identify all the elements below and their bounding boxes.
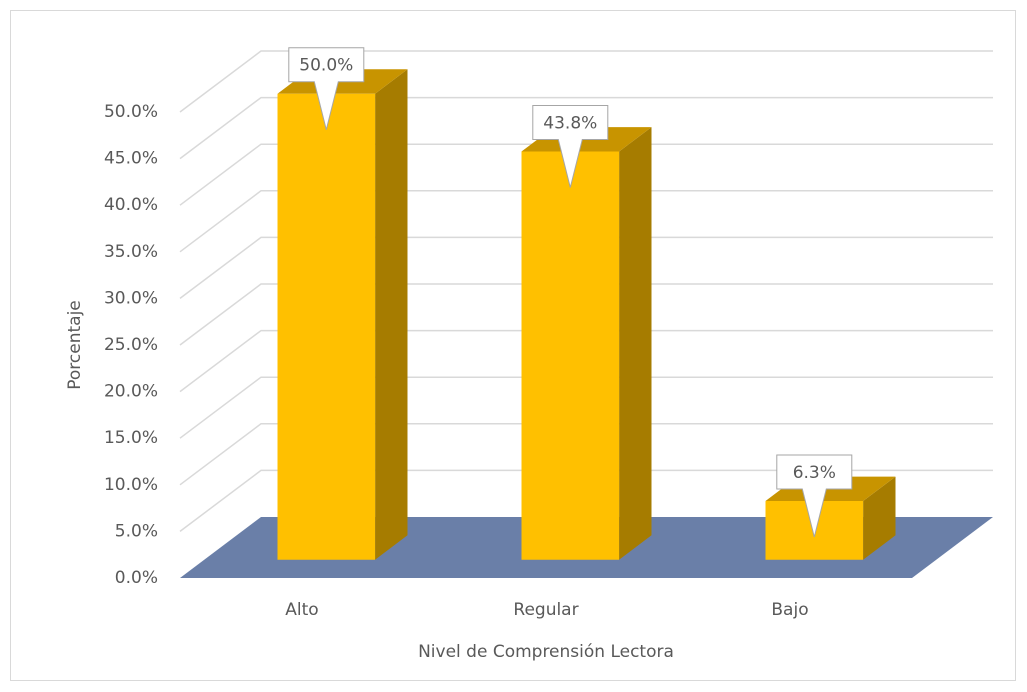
y-tick-label: 30.0%	[104, 288, 158, 308]
bar-front	[521, 151, 620, 560]
x-axis-title: Nivel de Comprensión Lectora	[418, 642, 674, 662]
grid-line	[179, 469, 993, 532]
y-tick-label: 5.0%	[115, 521, 158, 541]
bar-side	[619, 127, 652, 560]
chart-border	[10, 10, 1016, 681]
data-label-callout	[776, 454, 853, 538]
x-tick-label: Alto	[285, 600, 318, 620]
bar-front	[277, 93, 376, 560]
x-tick-label: Regular	[513, 600, 578, 620]
grid-line	[179, 236, 993, 299]
bar-side	[863, 476, 896, 560]
bar	[277, 69, 408, 560]
y-tick-label: 10.0%	[104, 475, 158, 495]
grid-line	[179, 50, 993, 113]
bar-side	[375, 69, 408, 560]
x-tick-label: Bajo	[771, 600, 808, 620]
y-tick-label: 15.0%	[104, 428, 158, 448]
y-tick-label: 0.0%	[115, 568, 158, 588]
grid-line	[179, 283, 993, 346]
data-label-callout	[532, 104, 609, 188]
bar	[521, 127, 652, 560]
y-tick-label: 35.0%	[104, 242, 158, 262]
y-tick-label: 50.0%	[104, 102, 158, 122]
data-label: 43.8%	[543, 113, 597, 133]
data-label: 6.3%	[793, 463, 836, 483]
y-tick-label: 40.0%	[104, 195, 158, 215]
grid-line	[179, 376, 993, 439]
grid-line	[179, 143, 993, 206]
grid-line	[179, 96, 993, 160]
grid-line	[179, 329, 993, 393]
grid-line	[179, 190, 993, 253]
data-label-callout	[288, 47, 365, 130]
grid-line	[179, 423, 993, 486]
y-axis-title: Porcentaje	[65, 300, 85, 390]
data-label: 50.0%	[299, 56, 353, 76]
y-tick-label: 20.0%	[104, 382, 158, 402]
y-tick-label: 45.0%	[104, 149, 158, 169]
y-tick-label: 25.0%	[104, 335, 158, 355]
